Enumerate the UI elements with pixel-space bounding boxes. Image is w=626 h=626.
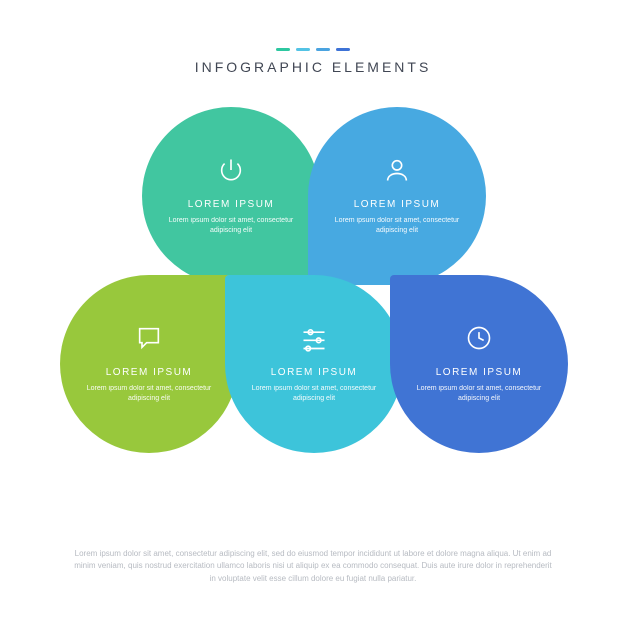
- header-dash: [296, 48, 310, 51]
- footer-text: Lorem ipsum dolor sit amet, consectetur …: [0, 548, 626, 586]
- header-dashes: [0, 48, 626, 51]
- chat-icon: [135, 324, 163, 357]
- header-dash: [276, 48, 290, 51]
- petal-body: Lorem ipsum dolor sit amet, consectetur …: [414, 384, 544, 405]
- petal-body: Lorem ipsum dolor sit amet, consectetur …: [166, 216, 296, 237]
- sliders-icon: [300, 324, 328, 357]
- petal-3: LOREM IPSUM Lorem ipsum dolor sit amet, c…: [60, 275, 238, 453]
- petal-5: LOREM IPSUM Lorem ipsum dolor sit amet, c…: [390, 275, 568, 453]
- header: INFOGRAPHIC ELEMENTS: [0, 0, 626, 75]
- petal-body: Lorem ipsum dolor sit amet, consectetur …: [332, 216, 462, 237]
- petal-1: LOREM IPSUM Lorem ipsum dolor sit amet, c…: [142, 107, 320, 285]
- petal-title: LOREM IPSUM: [188, 199, 275, 210]
- petal-title: LOREM IPSUM: [271, 367, 358, 378]
- petal-body: Lorem ipsum dolor sit amet, consectetur …: [84, 384, 214, 405]
- power-icon: [217, 156, 245, 189]
- header-dash: [316, 48, 330, 51]
- petal-body: Lorem ipsum dolor sit amet, consectetur …: [249, 384, 379, 405]
- petals-container: LOREM IPSUM Lorem ipsum dolor sit amet, c…: [0, 85, 626, 505]
- petal-title: LOREM IPSUM: [354, 199, 441, 210]
- user-icon: [383, 156, 411, 189]
- petal-title: LOREM IPSUM: [106, 367, 193, 378]
- clock-icon: [465, 324, 493, 357]
- petal-title: LOREM IPSUM: [436, 367, 523, 378]
- header-dash: [336, 48, 350, 51]
- page-title: INFOGRAPHIC ELEMENTS: [0, 59, 626, 75]
- petal-4: LOREM IPSUM Lorem ipsum dolor sit amet, c…: [225, 275, 403, 453]
- petal-2: LOREM IPSUM Lorem ipsum dolor sit amet, c…: [308, 107, 486, 285]
